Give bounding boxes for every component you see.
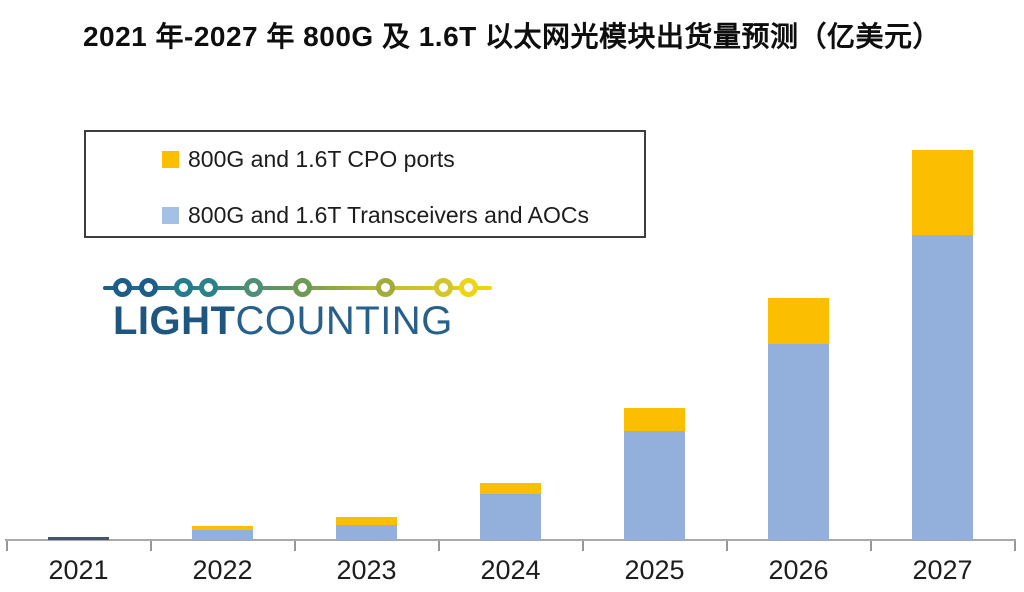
x-axis-tick <box>5 541 8 551</box>
x-axis-line <box>5 539 1016 541</box>
chart-title: 2021 年-2027 年 800G 及 1.6T 以太网光模块出货量预测（亿美… <box>82 21 942 52</box>
bar-2022-transceivers-aocs <box>192 530 253 540</box>
x-axis-tick <box>149 541 152 551</box>
x-axis-tick <box>293 541 296 551</box>
legend-swatch-cpo-ports <box>162 151 179 168</box>
x-axis-tick <box>581 541 584 551</box>
logo-bead-circle-icon <box>198 278 218 297</box>
x-axis-label-2027: 2027 <box>912 555 973 585</box>
x-axis-label-2026: 2026 <box>768 555 829 585</box>
logo-wordmark: LIGHTCOUNTING <box>113 299 453 344</box>
x-axis-label-2021: 2021 <box>48 555 109 585</box>
logo-bead-circle-icon <box>112 278 132 297</box>
bar-2025-cpo-ports <box>624 408 685 431</box>
legend-box: 800G and 1.6T CPO ports 800G and 1.6T Tr… <box>84 130 646 238</box>
legend-swatch-transceivers-aocs <box>162 207 179 224</box>
bar-2026-transceivers-aocs <box>768 344 829 540</box>
x-axis-label-2022: 2022 <box>192 555 253 585</box>
bar-2024-transceivers-aocs <box>480 494 541 540</box>
logo-bead-circle-icon <box>292 278 312 297</box>
x-axis-label-2024: 2024 <box>480 555 541 585</box>
logo-word-light: LIGHT <box>113 299 236 343</box>
logo-bead-circle-icon <box>243 278 263 297</box>
x-axis-tick <box>725 541 728 551</box>
bar-2022-cpo-ports <box>192 526 253 530</box>
logo-bead-circle-icon <box>375 278 395 297</box>
x-axis-tick <box>1013 541 1016 551</box>
x-axis-tick <box>437 541 440 551</box>
logo-bead-circle-icon <box>173 278 193 297</box>
legend-label-cpo-ports: 800G and 1.6T CPO ports <box>188 146 455 172</box>
bar-2027-transceivers-aocs <box>912 235 973 540</box>
x-axis-label-2023: 2023 <box>336 555 397 585</box>
bar-2021-transceivers-aocs <box>48 537 109 540</box>
bar-2025-transceivers-aocs <box>624 431 685 540</box>
bar-2023-transceivers-aocs <box>336 525 397 540</box>
logo-bead-circle-icon <box>433 278 453 297</box>
logo-bead-circle-icon <box>458 278 478 297</box>
legend-label-transceivers-aocs: 800G and 1.6T Transceivers and AOCs <box>188 202 590 228</box>
logo-bead-circle-icon <box>138 278 158 297</box>
bar-2026-cpo-ports <box>768 298 829 344</box>
bar-2024-cpo-ports <box>480 483 541 494</box>
bar-2027-cpo-ports <box>912 150 973 235</box>
logo-word-counting: COUNTING <box>235 299 453 343</box>
x-axis-label-2025: 2025 <box>624 555 685 585</box>
legend-item-transceivers-aocs: 800G and 1.6T Transceivers and AOCs <box>162 202 589 229</box>
x-axis-tick <box>869 541 872 551</box>
legend-item-cpo-ports: 800G and 1.6T CPO ports <box>162 146 455 173</box>
bar-2023-cpo-ports <box>336 517 397 525</box>
